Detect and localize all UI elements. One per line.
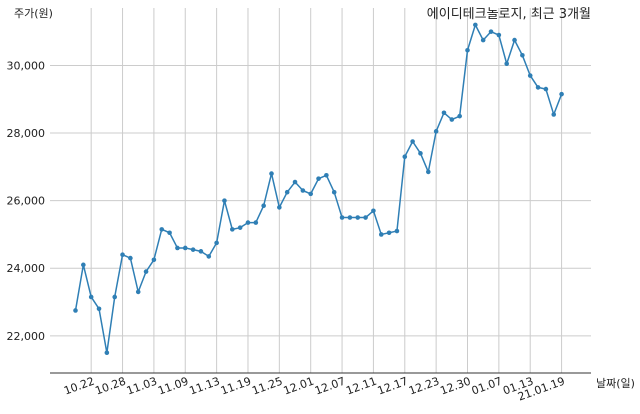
data-point xyxy=(371,208,376,214)
data-point xyxy=(402,154,408,159)
data-point xyxy=(81,262,86,268)
x-tick-label: 12.17 xyxy=(376,375,410,398)
data-point xyxy=(465,47,470,53)
data-point xyxy=(543,86,549,92)
data-point xyxy=(198,249,204,254)
series-group xyxy=(73,22,564,356)
data-point xyxy=(433,129,439,134)
data-point xyxy=(418,151,423,156)
data-point xyxy=(504,61,510,67)
x-tick-label: 12.11 xyxy=(344,375,378,398)
data-point xyxy=(96,306,102,312)
data-point xyxy=(378,232,384,237)
data-point xyxy=(222,198,227,203)
data-point xyxy=(355,215,361,220)
y-axis-label: 주가(원) xyxy=(14,7,53,20)
x-tick-label: 12.30 xyxy=(438,375,472,398)
x-tick-label: 11.25 xyxy=(250,375,284,398)
data-point xyxy=(426,169,431,175)
data-point xyxy=(363,215,368,220)
data-point xyxy=(167,230,172,236)
x-tick-label: 11.03 xyxy=(125,375,159,398)
data-point xyxy=(512,37,517,43)
data-point xyxy=(159,227,165,232)
data-point xyxy=(206,254,212,259)
data-point xyxy=(112,294,117,300)
x-tick-label: 10.22 xyxy=(62,375,96,398)
data-point xyxy=(214,240,219,246)
data-point xyxy=(182,245,188,251)
data-point xyxy=(292,179,298,185)
series-line xyxy=(74,24,563,354)
data-point xyxy=(230,227,235,232)
y-tick-label: 24,000 xyxy=(7,262,46,275)
data-point xyxy=(277,205,282,210)
chart-title: 에이디테크놀로지, 최근 3개월 xyxy=(427,7,591,22)
data-point xyxy=(394,228,400,234)
data-point xyxy=(135,289,141,295)
data-point xyxy=(73,308,78,313)
data-point xyxy=(410,139,415,144)
data-point xyxy=(331,189,337,195)
data-point xyxy=(245,220,251,225)
data-point xyxy=(488,29,494,34)
y-tick-label: 28,000 xyxy=(7,127,46,140)
x-axis-label: 날짜(일) xyxy=(596,376,635,390)
x-tick-label: 12.23 xyxy=(407,375,441,398)
data-point xyxy=(237,225,243,230)
data-point xyxy=(480,37,486,43)
data-point xyxy=(284,189,290,195)
data-point xyxy=(308,191,314,197)
data-point xyxy=(151,257,157,263)
y-tick-label: 30,000 xyxy=(7,59,46,72)
grid-lines xyxy=(50,8,591,373)
data-point xyxy=(88,294,94,300)
data-point xyxy=(559,91,564,97)
data-point xyxy=(457,113,462,119)
data-point xyxy=(347,215,353,220)
data-point xyxy=(316,176,321,181)
y-axis-ticks: 22,000 24,000 26,000 28,000 30,000 xyxy=(7,59,46,342)
data-point xyxy=(339,215,345,220)
data-point xyxy=(386,230,392,236)
x-tick-label: 12.07 xyxy=(313,375,347,398)
data-point xyxy=(520,53,525,58)
x-tick-label: 10.28 xyxy=(94,375,128,398)
data-point xyxy=(551,112,557,117)
y-tick-label: 26,000 xyxy=(7,195,46,208)
data-point xyxy=(143,269,149,274)
x-axis-ticks: 10.2210.2811.0311.0911.1311.1911.2512.01… xyxy=(62,375,566,404)
data-point xyxy=(190,247,196,252)
x-tick-label: 11.09 xyxy=(156,375,190,398)
data-point xyxy=(441,110,447,116)
data-point xyxy=(527,73,533,78)
data-point xyxy=(535,85,541,90)
data-point xyxy=(253,220,259,225)
data-point xyxy=(104,350,110,356)
data-point xyxy=(300,188,306,193)
data-point xyxy=(128,255,133,261)
x-tick-label: 11.19 xyxy=(219,375,253,398)
data-point xyxy=(449,117,455,122)
x-tick-label: 12.01 xyxy=(282,375,316,398)
data-point xyxy=(473,22,478,28)
data-point xyxy=(269,171,274,176)
data-point xyxy=(324,172,329,178)
data-point xyxy=(120,252,125,258)
x-tick-label: 01.07 xyxy=(470,375,504,398)
data-point xyxy=(496,32,502,38)
y-tick-label: 22,000 xyxy=(7,330,46,343)
data-point xyxy=(175,245,180,251)
data-point xyxy=(261,203,266,209)
x-tick-label: 11.13 xyxy=(188,375,222,398)
